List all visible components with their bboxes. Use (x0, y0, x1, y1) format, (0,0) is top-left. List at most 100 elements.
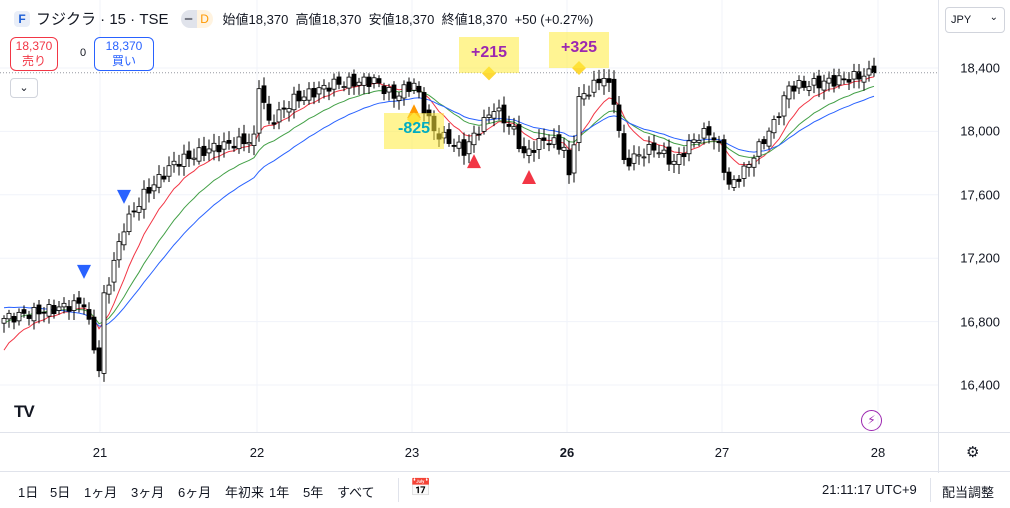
candle-body (681, 153, 687, 158)
candle-body (456, 141, 462, 149)
price-tick-label: 18,400 (960, 60, 1000, 76)
candle-body (541, 137, 547, 141)
time-tick-label: 28 (870, 445, 886, 460)
price-tick-label: 17,600 (960, 187, 1000, 203)
candle-body (66, 306, 72, 312)
candle-body (571, 144, 577, 174)
candle-body (56, 306, 62, 311)
time-tick-label: 27 (714, 445, 730, 460)
candle-body (826, 77, 832, 84)
time-tick-label: 23 (404, 445, 420, 460)
candle-body (451, 145, 457, 147)
candle-body (16, 311, 22, 322)
price-tick-label: 16,400 (960, 377, 1000, 393)
tradingview-logo: TV (14, 402, 35, 421)
candle-body (721, 139, 727, 173)
candle-body (101, 292, 107, 374)
candle-body (136, 206, 142, 213)
currency-select[interactable]: JPY ⌄ (945, 7, 1005, 33)
candle-body (186, 150, 192, 160)
trade-pnl-label[interactable]: +215 (459, 37, 519, 74)
candle-body (566, 149, 572, 176)
candle-body (701, 128, 707, 139)
candle-body (491, 111, 497, 119)
candle-body (691, 139, 697, 143)
chevron-down-icon: ⌄ (989, 12, 998, 23)
settings-icon[interactable]: ⚙ (966, 444, 980, 461)
price-axis[interactable]: JPY ⌄ 18,400 18,000 17,600 17,200 16,800 16,40… (938, 0, 1010, 432)
candle-body (106, 284, 112, 295)
candle-body (611, 78, 617, 105)
candle-body (296, 90, 302, 102)
market-status-pill[interactable]: ━ D (180, 9, 213, 28)
candle-body (121, 231, 127, 246)
candle-body (291, 93, 297, 111)
candle-body (146, 187, 152, 194)
candle-body (521, 146, 527, 154)
candle-body (661, 149, 667, 154)
time-tick-label: 21 (92, 445, 108, 460)
candle-body (606, 78, 612, 83)
collapse-chevron-icon[interactable]: ⌄ (10, 78, 38, 98)
range-button[interactable]: 年初来 (225, 485, 265, 500)
range-button[interactable]: 3ヶ月 (131, 485, 165, 500)
range-button[interactable]: 1ヶ月 (84, 485, 118, 500)
candle-body (211, 142, 217, 152)
candle-body (311, 87, 317, 98)
candle-body (176, 163, 182, 167)
candle-body (421, 92, 427, 114)
candle-body (616, 104, 622, 131)
candle-body (581, 93, 587, 100)
candle-body (796, 80, 802, 89)
trade-pnl-label[interactable]: -825 (384, 113, 444, 150)
candle-body (41, 311, 47, 314)
range-button[interactable]: 6ヶ月 (178, 485, 212, 500)
candle-body (96, 347, 102, 372)
candle-body (656, 152, 662, 155)
candle-body (221, 141, 227, 150)
clock-time[interactable]: 21:11:17 UTC+9 (822, 482, 917, 497)
candle-body (36, 304, 42, 315)
candle-body (191, 157, 197, 160)
candle-body (216, 145, 222, 153)
range-button[interactable]: 5日 (50, 485, 71, 500)
candle-body (161, 175, 167, 180)
candle-body (576, 96, 582, 143)
candle-body (686, 140, 692, 155)
range-button[interactable]: 1年 (269, 485, 290, 500)
candle-body (6, 312, 12, 320)
price-chart[interactable] (0, 0, 938, 432)
range-button[interactable]: 1日 (18, 485, 39, 500)
candle-body (31, 307, 37, 322)
candle-body (641, 156, 647, 159)
dividend-adjust-toggle[interactable]: 配当調整 (942, 485, 995, 500)
candle-body (206, 148, 212, 154)
time-tick-label: 22 (249, 445, 265, 460)
candle-body (171, 160, 177, 166)
candle-body (141, 188, 147, 210)
candle-body (751, 157, 757, 168)
time-axis[interactable]: 21 22 23 26 27 28 ⚙ (0, 432, 1010, 473)
candle-body (91, 316, 97, 351)
candle-body (506, 124, 512, 127)
sell-button[interactable]: 18,370 売り (10, 37, 58, 71)
symbol-title[interactable]: フジクラ · 15 · TSE (36, 11, 169, 28)
candle-body (411, 82, 417, 91)
range-button[interactable]: すべて (337, 485, 375, 500)
candle-body (636, 154, 642, 157)
candle-body (381, 85, 387, 95)
buy-button[interactable]: 18,370 買い (94, 37, 154, 71)
lightning-icon[interactable]: ⚡ (861, 410, 882, 431)
goto-date-icon[interactable]: 📅 (410, 478, 432, 497)
candle-body (116, 241, 122, 261)
candle-body (841, 78, 847, 81)
range-button[interactable]: 5年 (303, 485, 324, 500)
candle-body (631, 153, 637, 164)
candle-body (236, 136, 242, 150)
trade-pnl-label[interactable]: +325 (549, 32, 609, 68)
candle-body (316, 87, 322, 95)
price-tick-label: 17,200 (960, 250, 1000, 266)
candle-body (771, 119, 777, 134)
sell-signal-icon (467, 154, 481, 169)
candle-body (551, 137, 557, 145)
